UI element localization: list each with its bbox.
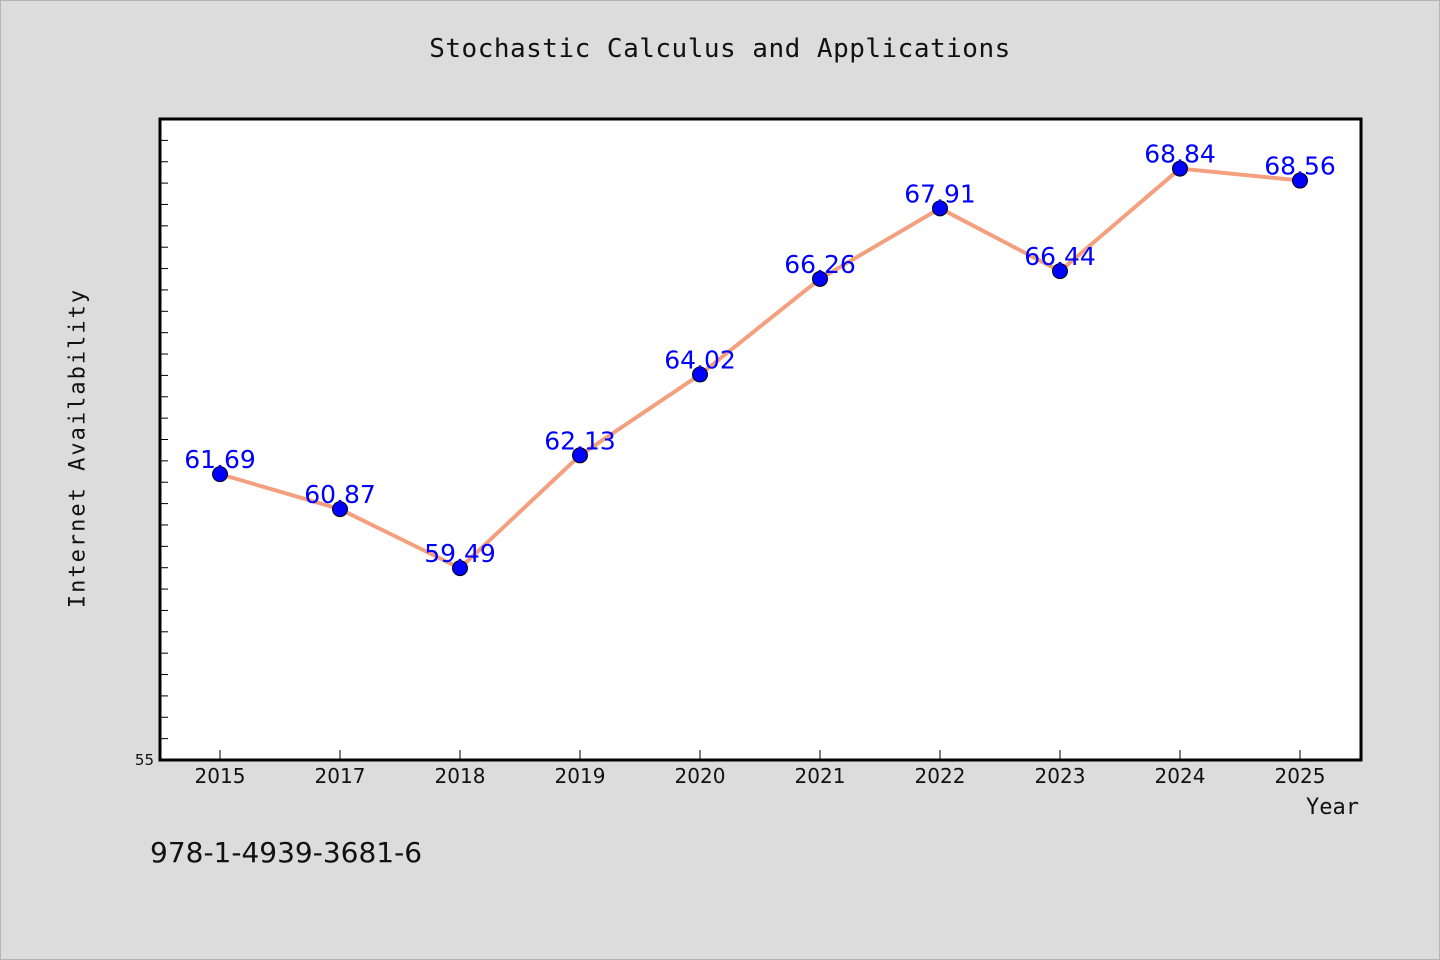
data-label: 61.69 (184, 445, 256, 474)
x-tick-label: 2025 (1275, 764, 1326, 788)
data-point (1292, 172, 1308, 189)
data-point (212, 466, 228, 483)
x-tick-label: 2024 (1155, 764, 1206, 788)
data-point (1172, 160, 1188, 177)
x-tick-label: 2023 (1035, 764, 1086, 788)
chart-title: Stochastic Calculus and Applications (429, 34, 1011, 64)
data-labels-group: 61.69 60.87 59.49 62.13 64.02 66.26 67.91 66.44… (184, 140, 1336, 569)
data-point (1052, 263, 1068, 280)
data-label: 67.91 (904, 179, 976, 208)
data-point (332, 501, 348, 518)
series-group (212, 160, 1308, 577)
data-point (692, 366, 708, 383)
data-label: 59.49 (424, 539, 496, 568)
data-point (572, 447, 588, 464)
data-label: 60.87 (304, 480, 376, 509)
data-label: 68.56 (1264, 152, 1336, 181)
data-label: 66.44 (1024, 242, 1096, 271)
x-tick-label: 2017 (315, 764, 366, 788)
y-axis-ticks: 55 (135, 139, 168, 769)
series-line (219, 166, 1301, 571)
y-tick-label: 55 (135, 751, 154, 769)
x-tick-label: 2021 (795, 764, 846, 788)
data-label: 62.13 (544, 426, 616, 455)
x-tick-label: 2015 (195, 764, 246, 788)
data-label: 64.02 (664, 346, 736, 375)
data-point (452, 560, 468, 577)
x-tick-label: 2022 (915, 764, 966, 788)
data-point (812, 270, 828, 287)
x-axis-ticks: 2015 2017 2018 2019 2020 2021 2022 2023 2024 2025 (195, 750, 1326, 788)
plot-area (158, 117, 1363, 762)
x-tick-label: 2018 (435, 764, 486, 788)
data-label: 68.84 (1144, 140, 1216, 169)
x-tick-label: 2020 (675, 764, 726, 788)
x-axis-label: Year (1306, 795, 1359, 820)
data-label: 66.26 (784, 250, 856, 279)
x-tick-label: 2019 (555, 764, 606, 788)
data-point (932, 200, 948, 217)
isbn-text: 978-1-4939-3681-6 (150, 836, 423, 869)
